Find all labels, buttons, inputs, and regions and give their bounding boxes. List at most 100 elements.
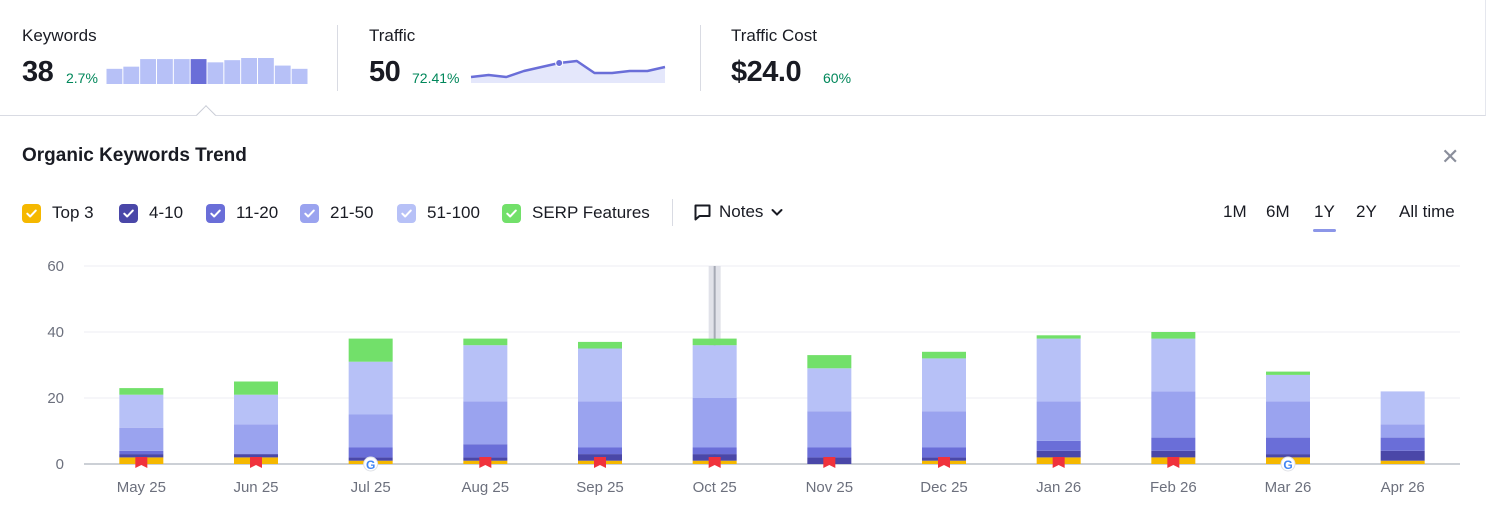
svg-text:G: G bbox=[366, 458, 375, 472]
checkbox-icon[interactable] bbox=[397, 203, 416, 223]
divider bbox=[337, 25, 338, 91]
bar-segment[interactable] bbox=[234, 394, 278, 425]
bar-segment[interactable] bbox=[463, 345, 508, 402]
x-tick-label: Apr 26 bbox=[1381, 479, 1425, 496]
traffic-metric[interactable]: Traffic 50 72.41% bbox=[369, 26, 669, 96]
range-1m[interactable]: 1M bbox=[1223, 202, 1247, 221]
bar-segment[interactable] bbox=[348, 414, 393, 448]
keywords-value: 38 bbox=[22, 56, 54, 88]
legend-item-4-10[interactable]: 4-10 bbox=[119, 202, 183, 224]
legend-item-11-20[interactable]: 11-20 bbox=[206, 202, 278, 224]
bar-segment[interactable] bbox=[692, 398, 737, 448]
checkbox-icon[interactable] bbox=[119, 203, 138, 223]
bar-segment[interactable] bbox=[1266, 437, 1310, 455]
flag-icon[interactable] bbox=[594, 457, 606, 468]
range-all-time[interactable]: All time bbox=[1399, 202, 1455, 221]
keywords-metric[interactable]: Keywords 38 2.7% bbox=[22, 26, 322, 96]
traffic-cost-delta: 60% bbox=[823, 70, 852, 86]
bar-segment[interactable] bbox=[922, 351, 966, 359]
bar-segment[interactable] bbox=[1380, 460, 1425, 464]
legend-item-serp-features[interactable]: SERP Features bbox=[502, 202, 650, 224]
google-update-icon[interactable]: G bbox=[363, 456, 379, 472]
sparkline-bar bbox=[190, 59, 207, 84]
range-1y[interactable]: 1Y bbox=[1313, 202, 1336, 232]
bar-segment[interactable] bbox=[1380, 437, 1425, 451]
x-tick-label: Dec 25 bbox=[920, 479, 968, 496]
bar-segment[interactable] bbox=[463, 338, 508, 346]
bar-segment[interactable] bbox=[119, 427, 164, 451]
notes-dropdown[interactable]: Notes bbox=[693, 202, 791, 222]
flag-icon[interactable] bbox=[823, 457, 836, 468]
bar-segment[interactable] bbox=[922, 447, 966, 458]
bar-segment[interactable] bbox=[578, 447, 622, 455]
bar-segment[interactable] bbox=[463, 444, 508, 458]
checkbox-icon[interactable] bbox=[300, 203, 319, 223]
bar-segment[interactable] bbox=[348, 361, 393, 415]
bar-segment[interactable] bbox=[463, 401, 508, 445]
bar-segment[interactable] bbox=[922, 358, 966, 412]
checkbox-icon[interactable] bbox=[22, 203, 41, 223]
legend-item-top-3[interactable]: Top 3 bbox=[22, 202, 94, 224]
bar-segment[interactable] bbox=[578, 401, 622, 448]
bar-segment[interactable] bbox=[807, 368, 852, 412]
bar-segment[interactable] bbox=[1151, 391, 1196, 438]
keywords-trend-chart[interactable]: 0 20 40 60 May 25 Jun 25 Jul 25 G Aug 25 Sep 25 Oc… bbox=[0, 250, 1488, 511]
traffic-label: Traffic bbox=[369, 26, 416, 45]
bar-segment[interactable] bbox=[1380, 424, 1425, 438]
range-6m[interactable]: 6M bbox=[1266, 202, 1290, 221]
bar-segment[interactable] bbox=[1151, 437, 1196, 451]
flag-icon[interactable] bbox=[1167, 457, 1180, 468]
x-tick-label: Nov 25 bbox=[806, 479, 854, 496]
bar-segment[interactable] bbox=[692, 338, 737, 346]
bar-segment[interactable] bbox=[1266, 371, 1310, 375]
bar-segment[interactable] bbox=[1036, 338, 1081, 402]
bar-segment[interactable] bbox=[119, 388, 164, 395]
bar-segment[interactable] bbox=[1036, 401, 1081, 441]
flag-icon[interactable] bbox=[708, 457, 721, 468]
flag-icon[interactable] bbox=[938, 457, 950, 468]
bar-segment[interactable] bbox=[1380, 450, 1425, 461]
bar-segment[interactable] bbox=[692, 345, 737, 398]
bar-segment[interactable] bbox=[578, 348, 622, 402]
bar-segment[interactable] bbox=[1266, 454, 1310, 458]
bar-segment[interactable] bbox=[1151, 450, 1196, 458]
legend-item-51-100[interactable]: 51-100 bbox=[397, 202, 480, 224]
bar-segment[interactable] bbox=[807, 355, 852, 369]
keywords-sparkline bbox=[106, 58, 308, 84]
bar-segment[interactable] bbox=[1266, 374, 1310, 402]
bar-segment[interactable] bbox=[348, 338, 393, 362]
bar-segment[interactable] bbox=[922, 411, 966, 448]
bar-segment[interactable] bbox=[348, 447, 393, 458]
bar-segment[interactable] bbox=[807, 447, 852, 458]
close-icon[interactable]: ✕ bbox=[1441, 144, 1460, 169]
flag-icon[interactable] bbox=[1052, 457, 1065, 468]
bar-segment[interactable] bbox=[1036, 440, 1081, 451]
bar-segment[interactable] bbox=[119, 450, 164, 455]
bar-segment[interactable] bbox=[1151, 338, 1196, 392]
flag-icon[interactable] bbox=[250, 457, 262, 468]
bar-segment[interactable] bbox=[1266, 401, 1310, 438]
bar-segment[interactable] bbox=[1036, 335, 1081, 339]
bar-segment[interactable] bbox=[692, 447, 737, 455]
bar-segment[interactable] bbox=[807, 411, 852, 448]
checkbox-icon[interactable] bbox=[206, 203, 225, 223]
range-2y[interactable]: 2Y bbox=[1356, 202, 1377, 221]
flag-icon[interactable] bbox=[479, 457, 492, 468]
bar-segment[interactable] bbox=[234, 454, 278, 458]
legend-item-21-50[interactable]: 21-50 bbox=[300, 202, 373, 224]
panel-title: Organic Keywords Trend bbox=[22, 145, 247, 166]
bar-segment[interactable] bbox=[578, 341, 622, 349]
bar-segment[interactable] bbox=[119, 454, 164, 458]
legend-label: 21-50 bbox=[330, 203, 374, 222]
traffic-cost-metric[interactable]: Traffic Cost $24.0 60% bbox=[731, 26, 1031, 96]
x-tick-label: Sep 25 bbox=[576, 479, 624, 496]
bar-segment[interactable] bbox=[234, 424, 278, 455]
bar-segment[interactable] bbox=[234, 381, 278, 395]
bar-segment[interactable] bbox=[1036, 450, 1081, 458]
bar-segment[interactable] bbox=[119, 394, 164, 428]
google-update-icon[interactable]: G bbox=[1280, 456, 1296, 472]
bar-segment[interactable] bbox=[1151, 332, 1196, 339]
bar-segment[interactable] bbox=[1380, 391, 1425, 425]
checkbox-icon[interactable] bbox=[502, 203, 521, 223]
flag-icon[interactable] bbox=[135, 457, 148, 468]
